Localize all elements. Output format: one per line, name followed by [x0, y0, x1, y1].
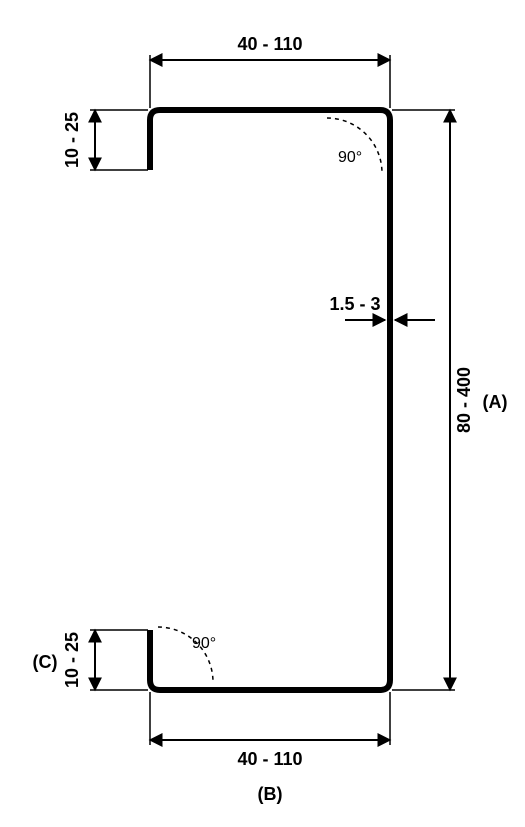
label-b: (B) — [258, 784, 283, 804]
dim-bottom-flange-text: 40 - 110 — [237, 749, 302, 769]
dim-top-lip: 10 - 25 — [62, 110, 148, 170]
angle-top-right-text: 90° — [338, 149, 362, 166]
angle-top-right: 90° — [327, 118, 382, 173]
angle-bottom-left-text: 90° — [192, 635, 216, 652]
dim-web-height: 80 - 400 (A) — [392, 110, 508, 690]
dim-bottom-flange: 40 - 110 — [150, 692, 390, 769]
label-c: (C) — [33, 652, 58, 672]
profile-shape — [150, 110, 390, 690]
dim-bottom-lip-text: 10 - 25 — [62, 632, 82, 688]
dim-bottom-lip: 10 - 25 (C) — [33, 630, 149, 690]
angle-bottom-left: 90° — [158, 627, 216, 682]
dim-top-lip-text: 10 - 25 — [62, 112, 82, 168]
dim-thickness-text: 1.5 - 3 — [329, 294, 380, 314]
dim-web-height-text: 80 - 400 — [454, 367, 474, 433]
label-a: (A) — [483, 392, 508, 412]
dim-top-flange-text: 40 - 110 — [237, 34, 302, 54]
dim-thickness: 1.5 - 3 — [329, 294, 435, 320]
dim-top-flange: 40 - 110 — [150, 34, 390, 108]
